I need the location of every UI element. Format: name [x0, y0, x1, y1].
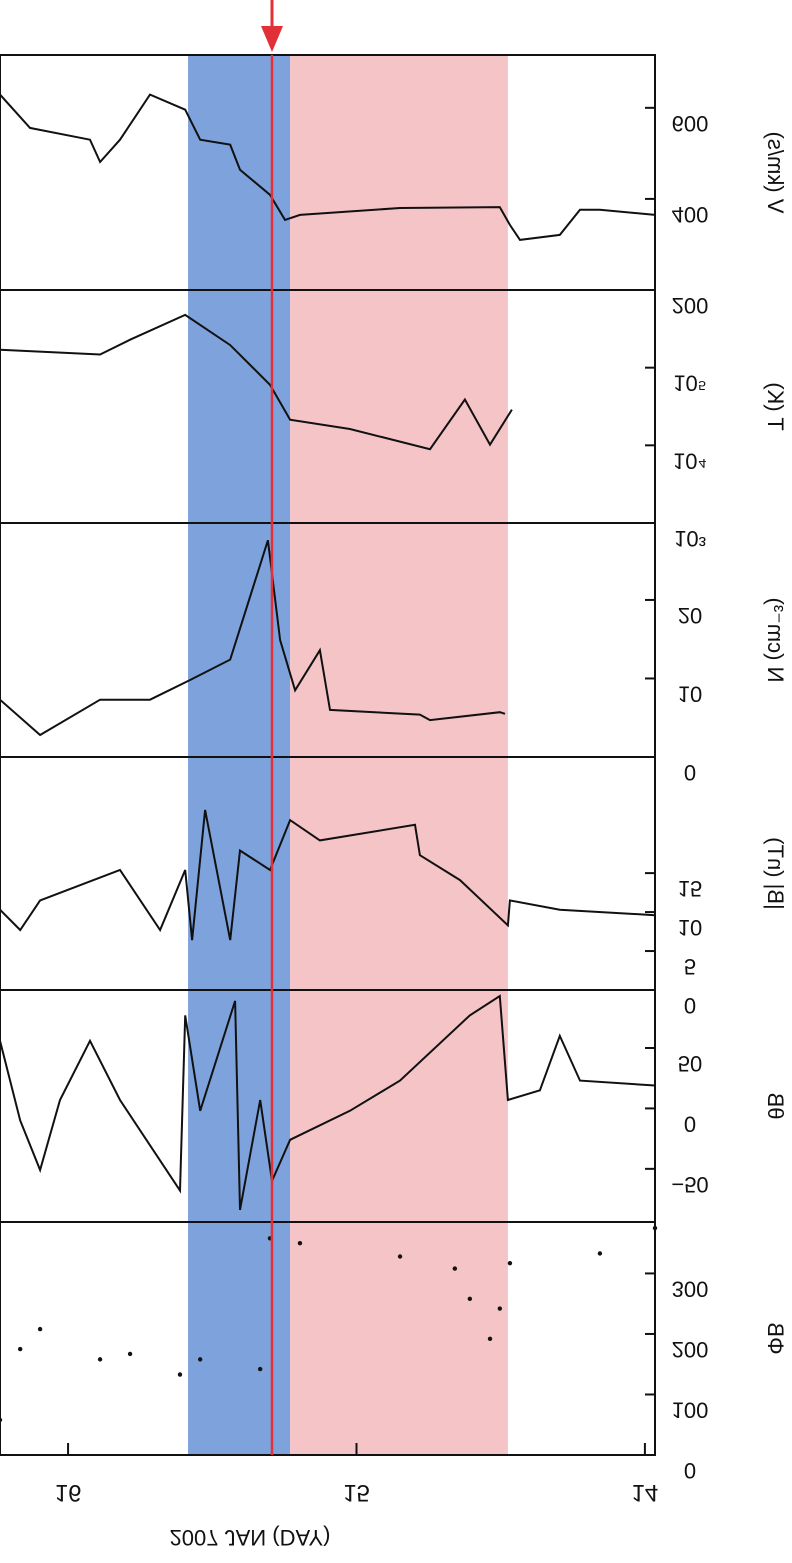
- y-tick-label: −50: [671, 1172, 708, 1197]
- y-axis-label: T (K): [763, 382, 788, 430]
- y-axis-label: V (km/s): [763, 132, 788, 214]
- y-tick-label: 0: [684, 993, 696, 1018]
- series-line-panel-2: [0, 539, 506, 737]
- y-tick-label: 10⁴: [673, 448, 707, 473]
- data-point: [467, 1296, 473, 1302]
- panel-frames: [0, 54, 656, 1456]
- data-point: [257, 1366, 263, 1372]
- data-point: [97, 1357, 103, 1362]
- y-tick-label: 0: [684, 760, 696, 785]
- data-point: [597, 1251, 603, 1256]
- y-tick-label: 50: [678, 1051, 702, 1076]
- panel-frame-5: [0, 1221, 656, 1456]
- data-point: [197, 1357, 203, 1362]
- shaded-region-1: [290, 55, 508, 1455]
- series-line-panel-3: [0, 809, 656, 941]
- data-point: [297, 1240, 303, 1246]
- series-line-panel-0: [0, 93, 656, 241]
- y-axis-label: N (cm⁻³): [763, 598, 788, 683]
- y-tick-label: 100: [672, 1397, 709, 1422]
- data-point: [487, 1336, 493, 1342]
- data-point: [452, 1266, 458, 1271]
- event-arrow: [261, 0, 283, 52]
- y-axis-label: ΦB: [763, 1322, 788, 1354]
- y-axis-label: |B| (nT): [763, 837, 788, 910]
- y-tick-label: 10³: [674, 526, 706, 551]
- y-tick-label: 600: [672, 111, 709, 136]
- y-tick-label: 5: [684, 954, 696, 979]
- y-tick-label: 10: [678, 915, 702, 940]
- y-tick-label: 10⁵: [673, 371, 707, 396]
- y-tick-label: 200: [672, 293, 709, 318]
- data-point: [507, 1260, 513, 1266]
- shaded-regions: [188, 55, 508, 1455]
- y-axis-label: θB: [763, 1093, 788, 1120]
- x-tick-label: 16: [55, 1479, 82, 1506]
- x-tick-label: 15: [343, 1479, 370, 1506]
- y-tick-label: 0: [684, 1111, 696, 1136]
- data-point: [17, 1346, 23, 1352]
- y-tick-label: 300: [672, 1276, 709, 1301]
- data-point: [37, 1326, 43, 1332]
- data-point: [397, 1254, 403, 1259]
- data-point: [497, 1306, 503, 1311]
- x-tick-label: 14: [632, 1479, 659, 1506]
- y-tick-label: 0: [684, 1458, 696, 1483]
- data-point: [177, 1372, 183, 1377]
- series-line-panel-4: [0, 994, 656, 1211]
- data-point: [127, 1351, 133, 1357]
- tick-labels: 200 400 600 V (km/s) 10³ 10⁴ 10⁵ T (K) 0 10 20 N (c…: [55, 111, 788, 1506]
- series-line-panel-1: [0, 313, 513, 451]
- shaded-region-0: [188, 55, 291, 1455]
- y-tick-label: 20: [678, 603, 702, 628]
- traces: [0, 93, 658, 1423]
- y-tick-label: 400: [672, 202, 709, 227]
- y-tick-label: 10: [678, 681, 702, 706]
- y-tick-label: 15: [678, 876, 702, 901]
- y-tick-label: 200: [672, 1337, 709, 1362]
- x-axis-label: 2007 JAN (DAY): [170, 1525, 331, 1550]
